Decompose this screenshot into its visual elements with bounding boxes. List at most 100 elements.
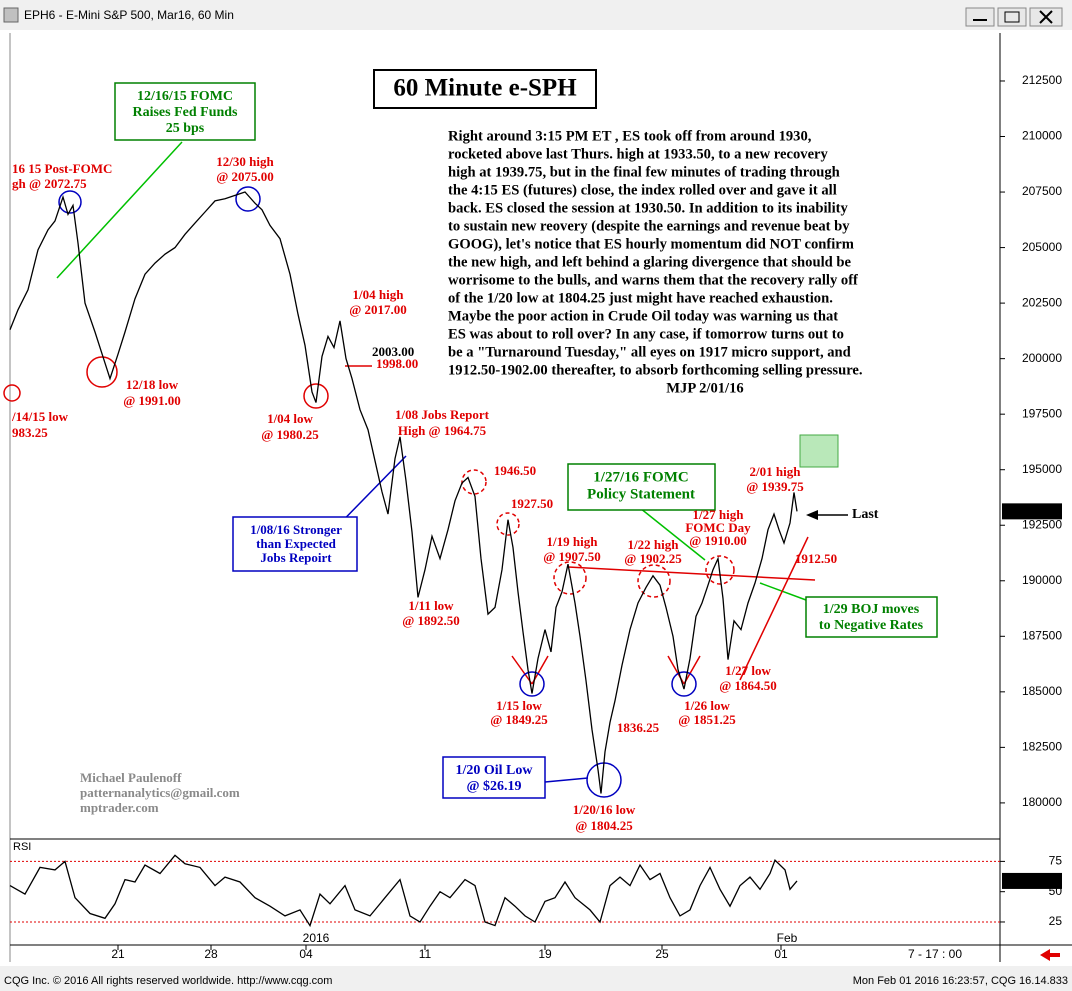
annotation-text: @ 2017.00 — [349, 302, 407, 317]
credit-line: mptrader.com — [80, 800, 159, 815]
annotation-text: Raises Fed Funds — [132, 105, 238, 120]
annotation-text: 12/16/15 FOMC — [137, 89, 233, 104]
annotation-text: Policy Statement — [587, 486, 695, 502]
annotation-text: 1/04 low — [267, 411, 313, 426]
commentary-line: high at 1939.75, but in the final few mi… — [448, 164, 840, 180]
scroll-arrow[interactable] — [1040, 949, 1060, 961]
annotation-text: 1/26 low — [684, 698, 730, 713]
close-icon — [1039, 10, 1053, 24]
title-box — [373, 69, 597, 109]
y-tick-label: 190000 — [1022, 573, 1062, 587]
annotation-text: 1927.50 — [511, 496, 553, 511]
commentary-line: be a "Turnaround Tuesday," all eyes on 1… — [448, 344, 851, 360]
annotation-line — [683, 655, 701, 685]
y-tick-label: 185000 — [1022, 684, 1062, 698]
commentary-line: Maybe the poor action in Crude Oil today… — [448, 308, 838, 324]
annotation-text: 16 15 Post-FOMC — [12, 161, 112, 176]
annotation-circle — [705, 555, 735, 585]
annotation-text: to Negative Rates — [819, 618, 924, 633]
maximize-icon — [1004, 11, 1020, 23]
rsi-title: RSI — [13, 841, 31, 853]
annotation-text: 1836.25 — [617, 720, 660, 735]
annotation-box — [805, 596, 938, 638]
commentary-line: 1912.50-1902.00 thereafter, to absorb fo… — [448, 362, 863, 378]
last-arrowhead — [806, 510, 818, 520]
y-tick-label: 205000 — [1022, 240, 1062, 254]
y-tick-label: 187500 — [1022, 628, 1062, 642]
annotation-text: @ 1804.25 — [575, 818, 633, 833]
annotation-text: 1/08 Jobs Report — [395, 407, 490, 422]
annotation-text: High @ 1964.75 — [398, 423, 487, 438]
annotation-line — [739, 536, 809, 681]
annotation-text: 1946.50 — [494, 463, 536, 478]
y-tick-label: 25 — [1049, 914, 1063, 928]
annotation-text: @ $26.19 — [466, 779, 521, 794]
annotation-text: 1912.50 — [795, 551, 837, 566]
commentary-line: ES was about to roll over? In any case, … — [448, 326, 844, 342]
annotation-circle — [637, 564, 671, 598]
annotation-text: FOMC Day — [685, 520, 751, 535]
commentary-line: MJP 2/01/16 — [666, 380, 743, 396]
annotation-text: 25 bps — [166, 121, 205, 136]
annotation-text: 12/30 high — [216, 154, 274, 169]
annotation-text: @ 1980.25 — [261, 427, 319, 442]
annotation-line — [567, 566, 816, 581]
price-line — [9, 854, 798, 928]
y-tick-label: 212500 — [1022, 73, 1062, 87]
minimize-button[interactable] — [965, 7, 995, 27]
last-value-box — [1002, 503, 1062, 520]
green-square — [799, 434, 839, 468]
annotation-text: @ 1902.25 — [624, 551, 682, 566]
price-line — [9, 191, 798, 794]
annotation-text: @ 2075.00 — [216, 169, 274, 184]
y-tick-label: 210000 — [1022, 129, 1062, 143]
annotation-text: @ 1939.75 — [746, 479, 804, 494]
maximize-button[interactable] — [997, 7, 1027, 27]
annotation-box — [232, 516, 358, 572]
annotation-line — [511, 655, 533, 685]
annotation-circle — [303, 383, 329, 409]
annotation-text: 12/18 low — [126, 377, 179, 392]
commentary-line: to sustain new reovery (despite the earn… — [448, 218, 850, 234]
annotation-circle — [496, 512, 520, 536]
commentary-line: the 4:15 ES (futures) close, the index r… — [448, 182, 837, 198]
annotation-box — [114, 82, 256, 141]
commentary-line: GOOG), let's notice that ES hourly momen… — [448, 236, 854, 252]
annotation-circle — [86, 356, 118, 388]
commentary-line: rocketed above last Thurs. high at 1933.… — [448, 146, 829, 162]
annotation-text: 1/27 low — [725, 663, 771, 678]
annotation-circle — [58, 190, 82, 214]
y-tick-label: 192500 — [1022, 517, 1062, 531]
last-value-label: 193125 — [1018, 504, 1058, 518]
last-value-label: 58.87 — [1028, 873, 1058, 887]
annotation-line — [639, 507, 706, 561]
annotation-text: 1/19 high — [547, 534, 599, 549]
annotation-text: 2/01 high — [750, 464, 802, 479]
annotation-line — [759, 582, 807, 601]
session-label: 7 - 17 : 00 — [908, 947, 962, 961]
annotation-box — [567, 463, 716, 511]
commentary-line: back. ES closed the session at 1930.50. … — [448, 200, 848, 216]
annotation-circle — [553, 561, 587, 595]
y-tick-label: 197500 — [1022, 406, 1062, 420]
x-tick-label: 11 — [419, 947, 432, 961]
commentary-line: worrisome to the bulls, and warns them t… — [448, 272, 858, 288]
year-label: 2016 — [303, 931, 330, 945]
annotation-text: 1/08/16 Stronger — [250, 522, 342, 537]
y-tick-label: 195000 — [1022, 462, 1062, 476]
annotation-text: @ 1892.50 — [402, 613, 460, 628]
annotation-circle — [235, 186, 261, 212]
y-tick-label: 202500 — [1022, 295, 1062, 309]
annotation-text: 1/15 low — [496, 698, 542, 713]
status-left: CQG Inc. © 2016 All rights reserved worl… — [4, 975, 332, 987]
annotation-text: 1/29 BOJ moves — [823, 602, 920, 617]
x-tick-label: 28 — [204, 947, 218, 961]
annotation-text: 1/27/16 FOMC — [593, 469, 688, 485]
x-tick-label: 04 — [299, 947, 313, 961]
y-tick-label: 207500 — [1022, 184, 1062, 198]
y-tick-label: 180000 — [1022, 795, 1062, 809]
annotation-text: @ 1864.50 — [719, 678, 777, 693]
annotation-text: @ 1851.25 — [678, 712, 736, 727]
